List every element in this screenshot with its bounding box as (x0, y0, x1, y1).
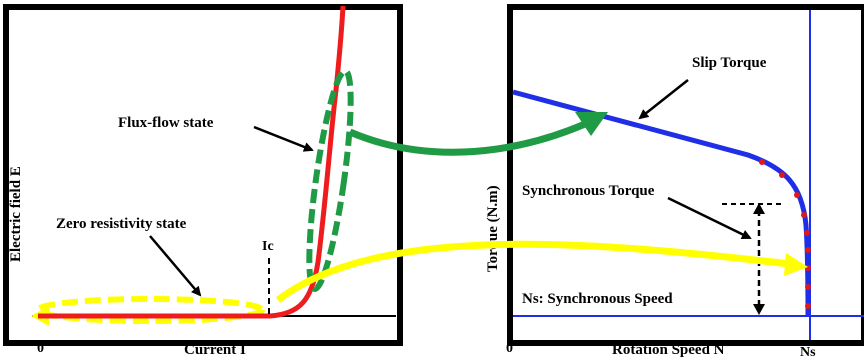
mapping-arrows (275, 112, 808, 303)
sample-point (805, 303, 811, 309)
ic-label: Ic (262, 239, 274, 254)
sample-point (801, 212, 807, 218)
left-panel-frame (3, 4, 403, 346)
flux-flow-arrow-icon (253, 125, 314, 152)
right-y-axis-label: Torque (N.m) (485, 185, 501, 272)
slip-torque-arrow-icon (638, 79, 689, 120)
synchronous-speed-label: Ns: Synchronous Speed (522, 291, 673, 307)
zero-resistivity-label: Zero resistivity state (56, 216, 187, 232)
right-x-axis-label: Rotation Speed N (612, 342, 725, 358)
right-panel: Slip Torque Synchronous Torque Ns: Synch… (485, 4, 864, 358)
yellow-curved-arrow-icon (275, 240, 791, 303)
synchronous-torque-label: Synchronous Torque (522, 183, 655, 199)
left-origin-label: 0 (37, 341, 44, 356)
zero-resistivity-ellipse (35, 296, 265, 324)
sample-point (779, 172, 785, 178)
ns-tick-label: Ns (800, 345, 816, 358)
sync-torque-up-arrowhead (753, 203, 765, 214)
sample-point (805, 284, 811, 290)
zero-resistivity-arrow-icon (149, 235, 202, 297)
ei-curve (38, 5, 346, 319)
sample-point (794, 192, 800, 198)
sync-torque-down-arrowhead (753, 304, 765, 315)
left-y-axis-label: Electric field E (8, 166, 24, 262)
flux-flow-label: Flux-flow state (118, 115, 214, 131)
sample-point (804, 230, 810, 236)
synchronous-torque-arrow-icon (667, 196, 752, 240)
left-panel: Ic Flux-flow state Zero resistivity stat… (3, 4, 403, 358)
yellow-arrowhead (784, 253, 808, 276)
green-arrowhead (575, 112, 608, 136)
sample-point (805, 247, 811, 253)
right-origin-label: 0 (506, 341, 513, 356)
left-x-axis-label: Current I (184, 342, 246, 358)
torque-curve (512, 89, 811, 317)
green-curved-arrow-icon (348, 120, 587, 156)
right-panel-frame (507, 4, 864, 346)
sample-point (759, 159, 765, 165)
flux-flow-ellipse (306, 68, 354, 292)
slip-torque-label: Slip Torque (692, 55, 767, 71)
